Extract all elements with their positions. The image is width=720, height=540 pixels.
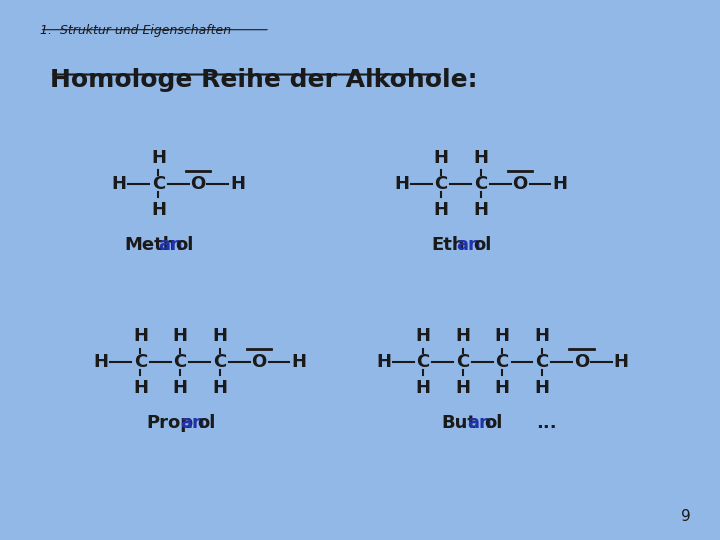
Text: H: H [455, 379, 470, 397]
Text: H: H [394, 174, 409, 193]
Text: O: O [513, 174, 528, 193]
Text: Meth: Meth [125, 235, 176, 254]
Text: H: H [230, 174, 245, 193]
Text: C: C [456, 353, 469, 371]
Text: O: O [574, 353, 589, 371]
Text: C: C [134, 353, 147, 371]
Text: ol: ol [176, 235, 194, 254]
Text: H: H [212, 327, 227, 345]
Text: C: C [174, 353, 186, 371]
Text: Prop: Prop [146, 414, 193, 432]
Text: O: O [190, 174, 206, 193]
Text: an: an [180, 414, 204, 432]
Text: H: H [151, 148, 166, 167]
Text: H: H [534, 379, 549, 397]
Text: H: H [495, 379, 510, 397]
Text: H: H [173, 379, 187, 397]
Text: H: H [376, 353, 391, 371]
Text: an: an [158, 235, 183, 254]
Text: 9: 9 [681, 509, 691, 524]
Text: H: H [415, 379, 431, 397]
Text: H: H [112, 174, 126, 193]
Text: C: C [152, 174, 165, 193]
Text: C: C [535, 353, 549, 371]
Text: H: H [455, 327, 470, 345]
Text: Eth: Eth [431, 235, 464, 254]
Text: H: H [133, 327, 148, 345]
Text: C: C [474, 174, 487, 193]
Text: 1.  Struktur und Eigenschaften: 1. Struktur und Eigenschaften [40, 24, 230, 37]
Text: H: H [433, 148, 449, 167]
Text: ol: ol [485, 414, 503, 432]
Text: an: an [467, 414, 492, 432]
Text: C: C [213, 353, 226, 371]
Text: ol: ol [197, 414, 215, 432]
Text: C: C [434, 174, 448, 193]
Text: H: H [151, 200, 166, 219]
Text: H: H [534, 327, 549, 345]
Text: H: H [212, 379, 227, 397]
Text: H: H [473, 200, 488, 219]
Text: C: C [495, 353, 509, 371]
Text: H: H [495, 327, 510, 345]
Text: Homologe Reihe der Alkohole:: Homologe Reihe der Alkohole: [50, 68, 478, 91]
Text: H: H [173, 327, 187, 345]
Text: H: H [473, 148, 488, 167]
Text: H: H [433, 200, 449, 219]
Text: C: C [416, 353, 430, 371]
Text: But: But [442, 414, 477, 432]
Text: H: H [552, 174, 567, 193]
Text: an: an [456, 235, 481, 254]
Text: H: H [415, 327, 431, 345]
Text: H: H [613, 353, 629, 371]
Text: H: H [94, 353, 108, 371]
Text: H: H [133, 379, 148, 397]
Text: ol: ol [474, 235, 492, 254]
Text: O: O [251, 353, 267, 371]
Text: ...: ... [536, 414, 557, 432]
Text: H: H [292, 353, 306, 371]
